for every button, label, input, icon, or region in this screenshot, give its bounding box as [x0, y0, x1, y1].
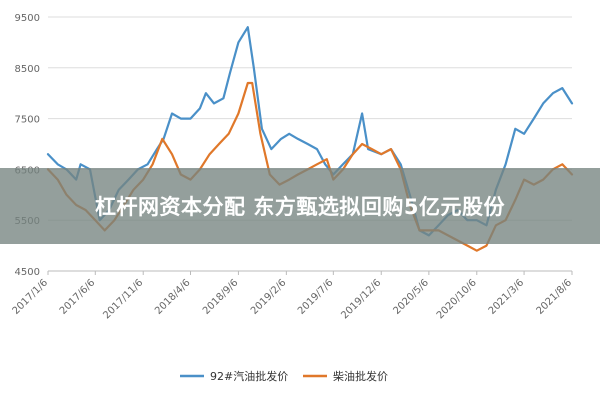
x-tick-label: 2020/5/6: [391, 277, 431, 317]
x-tick-label: 2021/3/6: [487, 277, 527, 317]
x-tick-label: 2018/4/6: [153, 277, 193, 317]
y-tick-label: 7500: [15, 115, 40, 126]
headline-text: 杠杆网资本分配 东方甄选拟回购5亿元股份: [95, 195, 505, 219]
legend: 92#汽油批发价 柴油批发价: [180, 369, 388, 383]
x-tick-label: 2017/6/6: [58, 277, 98, 317]
x-tick-label: 2017/11/6: [101, 277, 145, 321]
x-axis-ticks: 2017/1/6 2017/6/6 2017/11/6 2018/4/6 2018/9/…: [11, 271, 575, 321]
legend-label-2: 柴油批发价: [333, 369, 388, 383]
y-tick-label: 4500: [15, 267, 40, 278]
x-tick-label: 2019/2/6: [249, 277, 289, 317]
y-tick-label: 8500: [15, 64, 40, 75]
y-tick-label: 9500: [15, 13, 40, 24]
x-tick-label: 2021/8/6: [535, 277, 575, 317]
x-tick-label: 2019/7/6: [296, 277, 336, 317]
x-tick-label: 2017/1/6: [11, 277, 51, 317]
x-tick-label: 2020/10/6: [435, 277, 479, 321]
legend-label-1: 92#汽油批发价: [210, 369, 288, 383]
headline-banner: 杠杆网资本分配 东方甄选拟回购5亿元股份: [0, 168, 600, 244]
x-tick-label: 2019/12/6: [339, 277, 383, 321]
x-tick-label: 2018/9/6: [201, 277, 241, 317]
